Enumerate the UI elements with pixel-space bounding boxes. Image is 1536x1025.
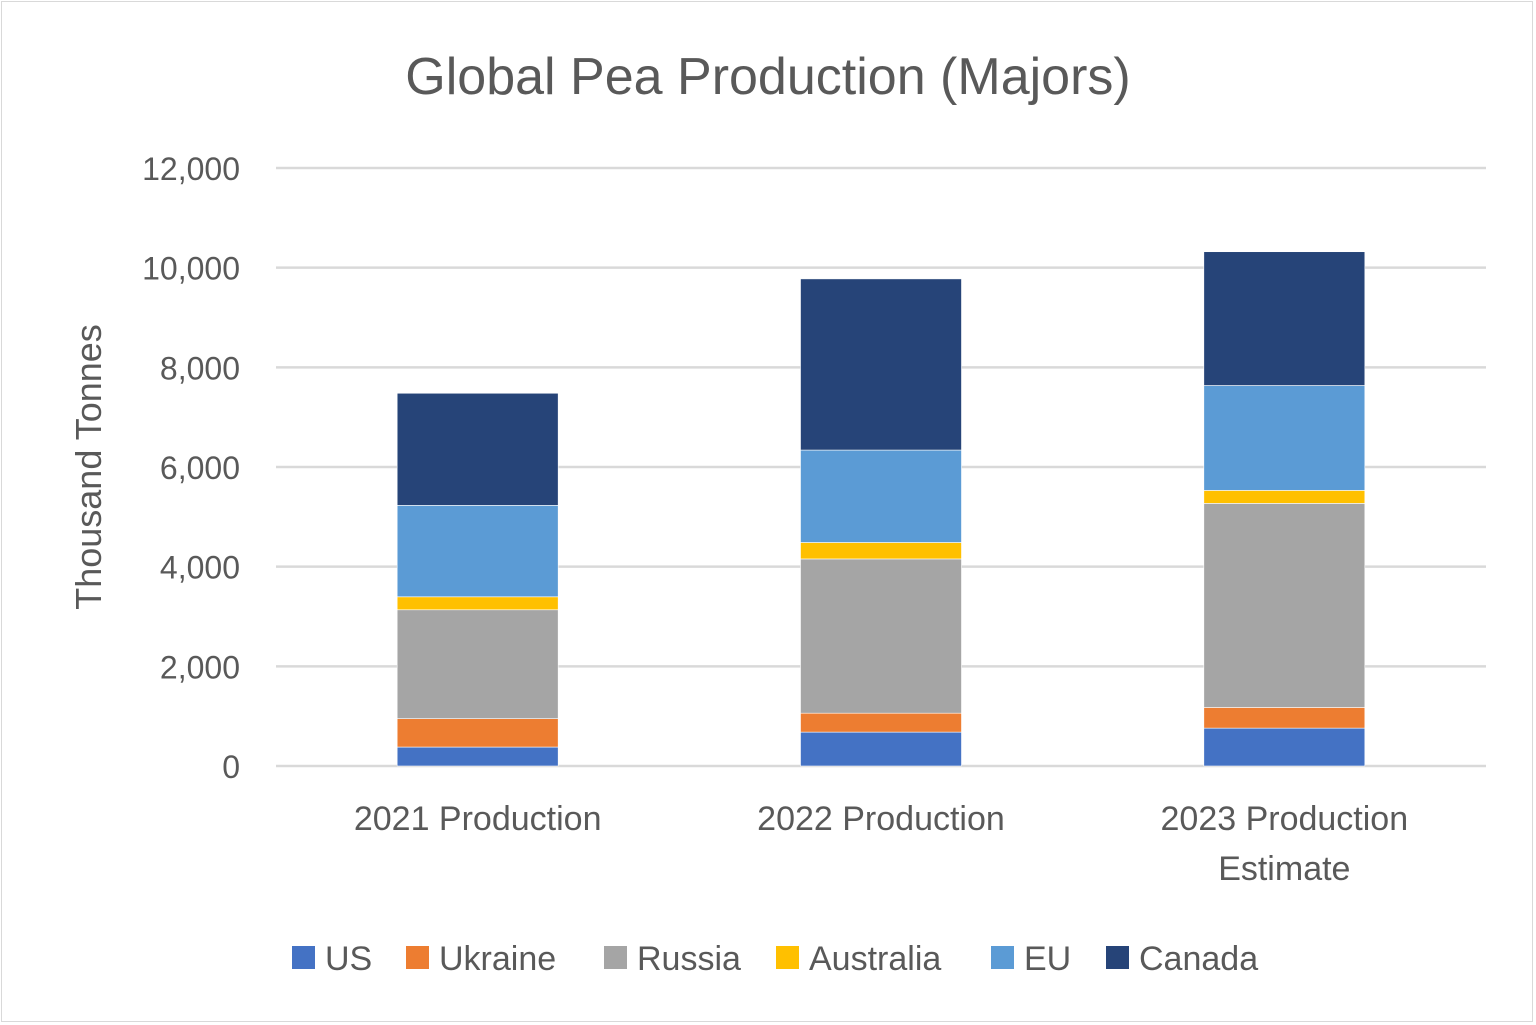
y-tick-label: 12,000: [142, 151, 240, 187]
y-tick-label: 0: [222, 749, 240, 785]
legend-label-us: US: [325, 940, 372, 978]
bar-segment-eu-0: [396, 505, 559, 598]
bar-segment-australia-1: [800, 542, 962, 560]
legend-swatch-russia: [604, 946, 627, 969]
x-tick-label: 2022 Production: [757, 800, 1005, 838]
legend-swatch-canada: [1106, 946, 1129, 969]
bar-segment-ukraine-2: [1203, 707, 1366, 729]
bar-segment-russia-0: [396, 609, 559, 719]
bar-segment-eu-1: [800, 449, 962, 543]
x-tick-label: Estimate: [1218, 850, 1350, 888]
bar-segment-russia-2: [1203, 503, 1366, 708]
bar-segment-ukraine-0: [396, 718, 559, 748]
bar-segment-australia-0: [396, 596, 559, 611]
bar-segment-australia-2: [1203, 490, 1366, 504]
y-tick-label: 6,000: [160, 450, 240, 486]
y-tick-label: 8,000: [160, 350, 240, 386]
bar-segment-us-2: [1203, 727, 1366, 767]
legend-swatch-ukraine: [406, 946, 429, 969]
legend-swatch-us: [292, 946, 315, 969]
bar-segment-us-1: [800, 731, 962, 767]
x-tick-label: 2023 Production: [1161, 800, 1409, 838]
legend-label-eu: EU: [1024, 940, 1071, 978]
bar-segment-ukraine-1: [800, 712, 962, 733]
legend-label-ukraine: Ukraine: [439, 940, 556, 978]
y-tick-label: 4,000: [160, 550, 240, 586]
bar-segment-us-0: [396, 746, 559, 767]
legend-label-australia: Australia: [809, 940, 941, 978]
legend-swatch-eu: [991, 946, 1014, 969]
chart-title: Global Pea Production (Majors): [405, 48, 1130, 106]
y-tick-label: 10,000: [142, 251, 240, 287]
x-tick-label: 2021 Production: [354, 800, 602, 838]
bar-segment-canada-1: [800, 278, 962, 451]
y-tick-label: 2,000: [160, 649, 240, 685]
legend-label-russia: Russia: [637, 940, 741, 978]
bar-segment-canada-0: [396, 392, 559, 506]
y-axis-label: Thousand Tonnes: [68, 324, 109, 610]
bar-segment-canada-2: [1203, 251, 1366, 386]
legend-swatch-australia: [776, 946, 799, 969]
bar-segment-russia-1: [800, 558, 962, 714]
bar-segment-eu-2: [1203, 385, 1366, 491]
legend-label-canada: Canada: [1139, 940, 1258, 978]
